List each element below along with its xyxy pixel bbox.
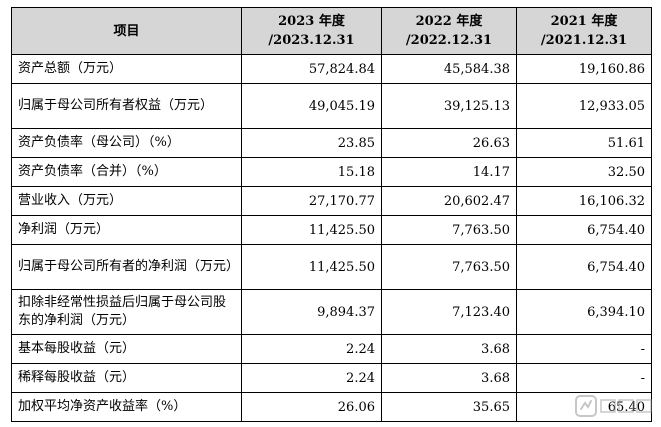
value-2022: 3.68 xyxy=(381,334,517,364)
value-2023: 9,894.37 xyxy=(241,289,382,335)
value-2023: 57,824.84 xyxy=(241,54,382,84)
value-2023: 23.85 xyxy=(241,128,382,158)
row-label: 加权平均净资产收益率（%） xyxy=(11,392,242,422)
table-header-row: 项目 2023 年度 /2023.12.31 2022 年度 /2022.12.… xyxy=(11,7,652,55)
table-row: 扣除非经常性损益后归属于母公司股东的净利润（万元） 9,894.37 7,123… xyxy=(11,289,652,335)
value-2023: 11,425.50 xyxy=(241,215,382,245)
value-2021: 16,106.32 xyxy=(516,186,652,216)
table-row: 资产负债率（母公司）（%） 23.85 26.63 51.61 xyxy=(11,128,652,158)
value-2023: 2.24 xyxy=(241,363,382,393)
header-2022-date: /2022.12.31 xyxy=(405,33,493,48)
header-2021-date: /2021.12.31 xyxy=(540,33,628,48)
value-2023: 26.06 xyxy=(241,392,382,422)
value-2021: 6,754.40 xyxy=(516,244,652,290)
value-2021: 19,160.86 xyxy=(516,54,652,84)
value-2022: 7,763.50 xyxy=(381,215,517,245)
value-2023: 49,045.19 xyxy=(241,83,382,129)
table-row: 营业收入（万元） 27,170.77 20,602.47 16,106.32 xyxy=(11,186,652,216)
row-label: 营业收入（万元） xyxy=(11,186,242,216)
value-2022: 35.65 xyxy=(381,392,517,422)
value-2022: 14.17 xyxy=(381,157,517,187)
value-2021: 6,754.40 xyxy=(516,215,652,245)
row-label: 资产负债率（合并）（%） xyxy=(11,157,242,187)
row-label: 归属于母公司所有者权益（万元） xyxy=(11,83,242,129)
value-2023: 11,425.50 xyxy=(241,244,382,290)
value-2021: 51.61 xyxy=(516,128,652,158)
table-row: 归属于母公司所有者的净利润（万元） 11,425.50 7,763.50 6,7… xyxy=(11,244,652,290)
header-2022: 2022 年度 /2022.12.31 xyxy=(381,7,517,55)
table-row: 资产总额（万元） 57,824.84 45,584.38 19,160.86 xyxy=(11,54,652,84)
value-2023: 2.24 xyxy=(241,334,382,364)
header-2023-year: 2023 年度 xyxy=(278,14,345,29)
header-2023-date: /2023.12.31 xyxy=(268,33,355,48)
row-label: 资产负债率（母公司）（%） xyxy=(11,128,242,158)
value-2022: 3.68 xyxy=(381,363,517,393)
financial-data-table-container: 项目 2023 年度 /2023.12.31 2022 年度 /2022.12.… xyxy=(11,7,652,422)
row-label: 稀释每股收益（元） xyxy=(11,363,242,393)
value-2023: 15.18 xyxy=(241,157,382,187)
header-2021: 2021 年度 /2021.12.31 xyxy=(516,7,652,55)
watermark-logo-icon xyxy=(575,395,652,417)
value-2021: - xyxy=(516,363,652,393)
header-2022-year: 2022 年度 xyxy=(415,14,483,29)
table-row: 资产负债率（合并）（%） 15.18 14.17 32.50 xyxy=(11,157,652,187)
value-2022: 39,125.13 xyxy=(381,83,517,129)
value-2021: 12,933.05 xyxy=(516,83,652,129)
table-row: 净利润（万元） 11,425.50 7,763.50 6,754.40 xyxy=(11,215,652,245)
value-2021: - xyxy=(516,334,652,364)
value-2022: 45,584.38 xyxy=(381,54,517,84)
header-2023: 2023 年度 /2023.12.31 xyxy=(241,7,382,55)
value-2022: 7,123.40 xyxy=(381,289,517,335)
header-2021-year: 2021 年度 xyxy=(550,14,618,29)
financial-data-table: 项目 2023 年度 /2023.12.31 2022 年度 /2022.12.… xyxy=(11,7,652,422)
table-row: 稀释每股收益（元） 2.24 3.68 - xyxy=(11,363,652,393)
row-label: 归属于母公司所有者的净利润（万元） xyxy=(11,244,242,290)
row-label: 净利润（万元） xyxy=(11,215,242,245)
row-label: 资产总额（万元） xyxy=(11,54,242,84)
value-2021: 6,394.10 xyxy=(516,289,652,335)
row-label: 扣除非经常性损益后归属于母公司股东的净利润（万元） xyxy=(11,289,242,335)
value-2022: 20,602.47 xyxy=(381,186,517,216)
header-item: 项目 xyxy=(11,7,242,55)
table-row: 加权平均净资产收益率（%） 26.06 35.65 65.40 xyxy=(11,392,652,422)
table-row: 基本每股收益（元） 2.24 3.68 - xyxy=(11,334,652,364)
row-label: 基本每股收益（元） xyxy=(11,334,242,364)
value-2023: 27,170.77 xyxy=(241,186,382,216)
value-2022: 26.63 xyxy=(381,128,517,158)
table-row: 归属于母公司所有者权益（万元） 49,045.19 39,125.13 12,9… xyxy=(11,83,652,129)
value-2022: 7,763.50 xyxy=(381,244,517,290)
value-2021: 32.50 xyxy=(516,157,652,187)
